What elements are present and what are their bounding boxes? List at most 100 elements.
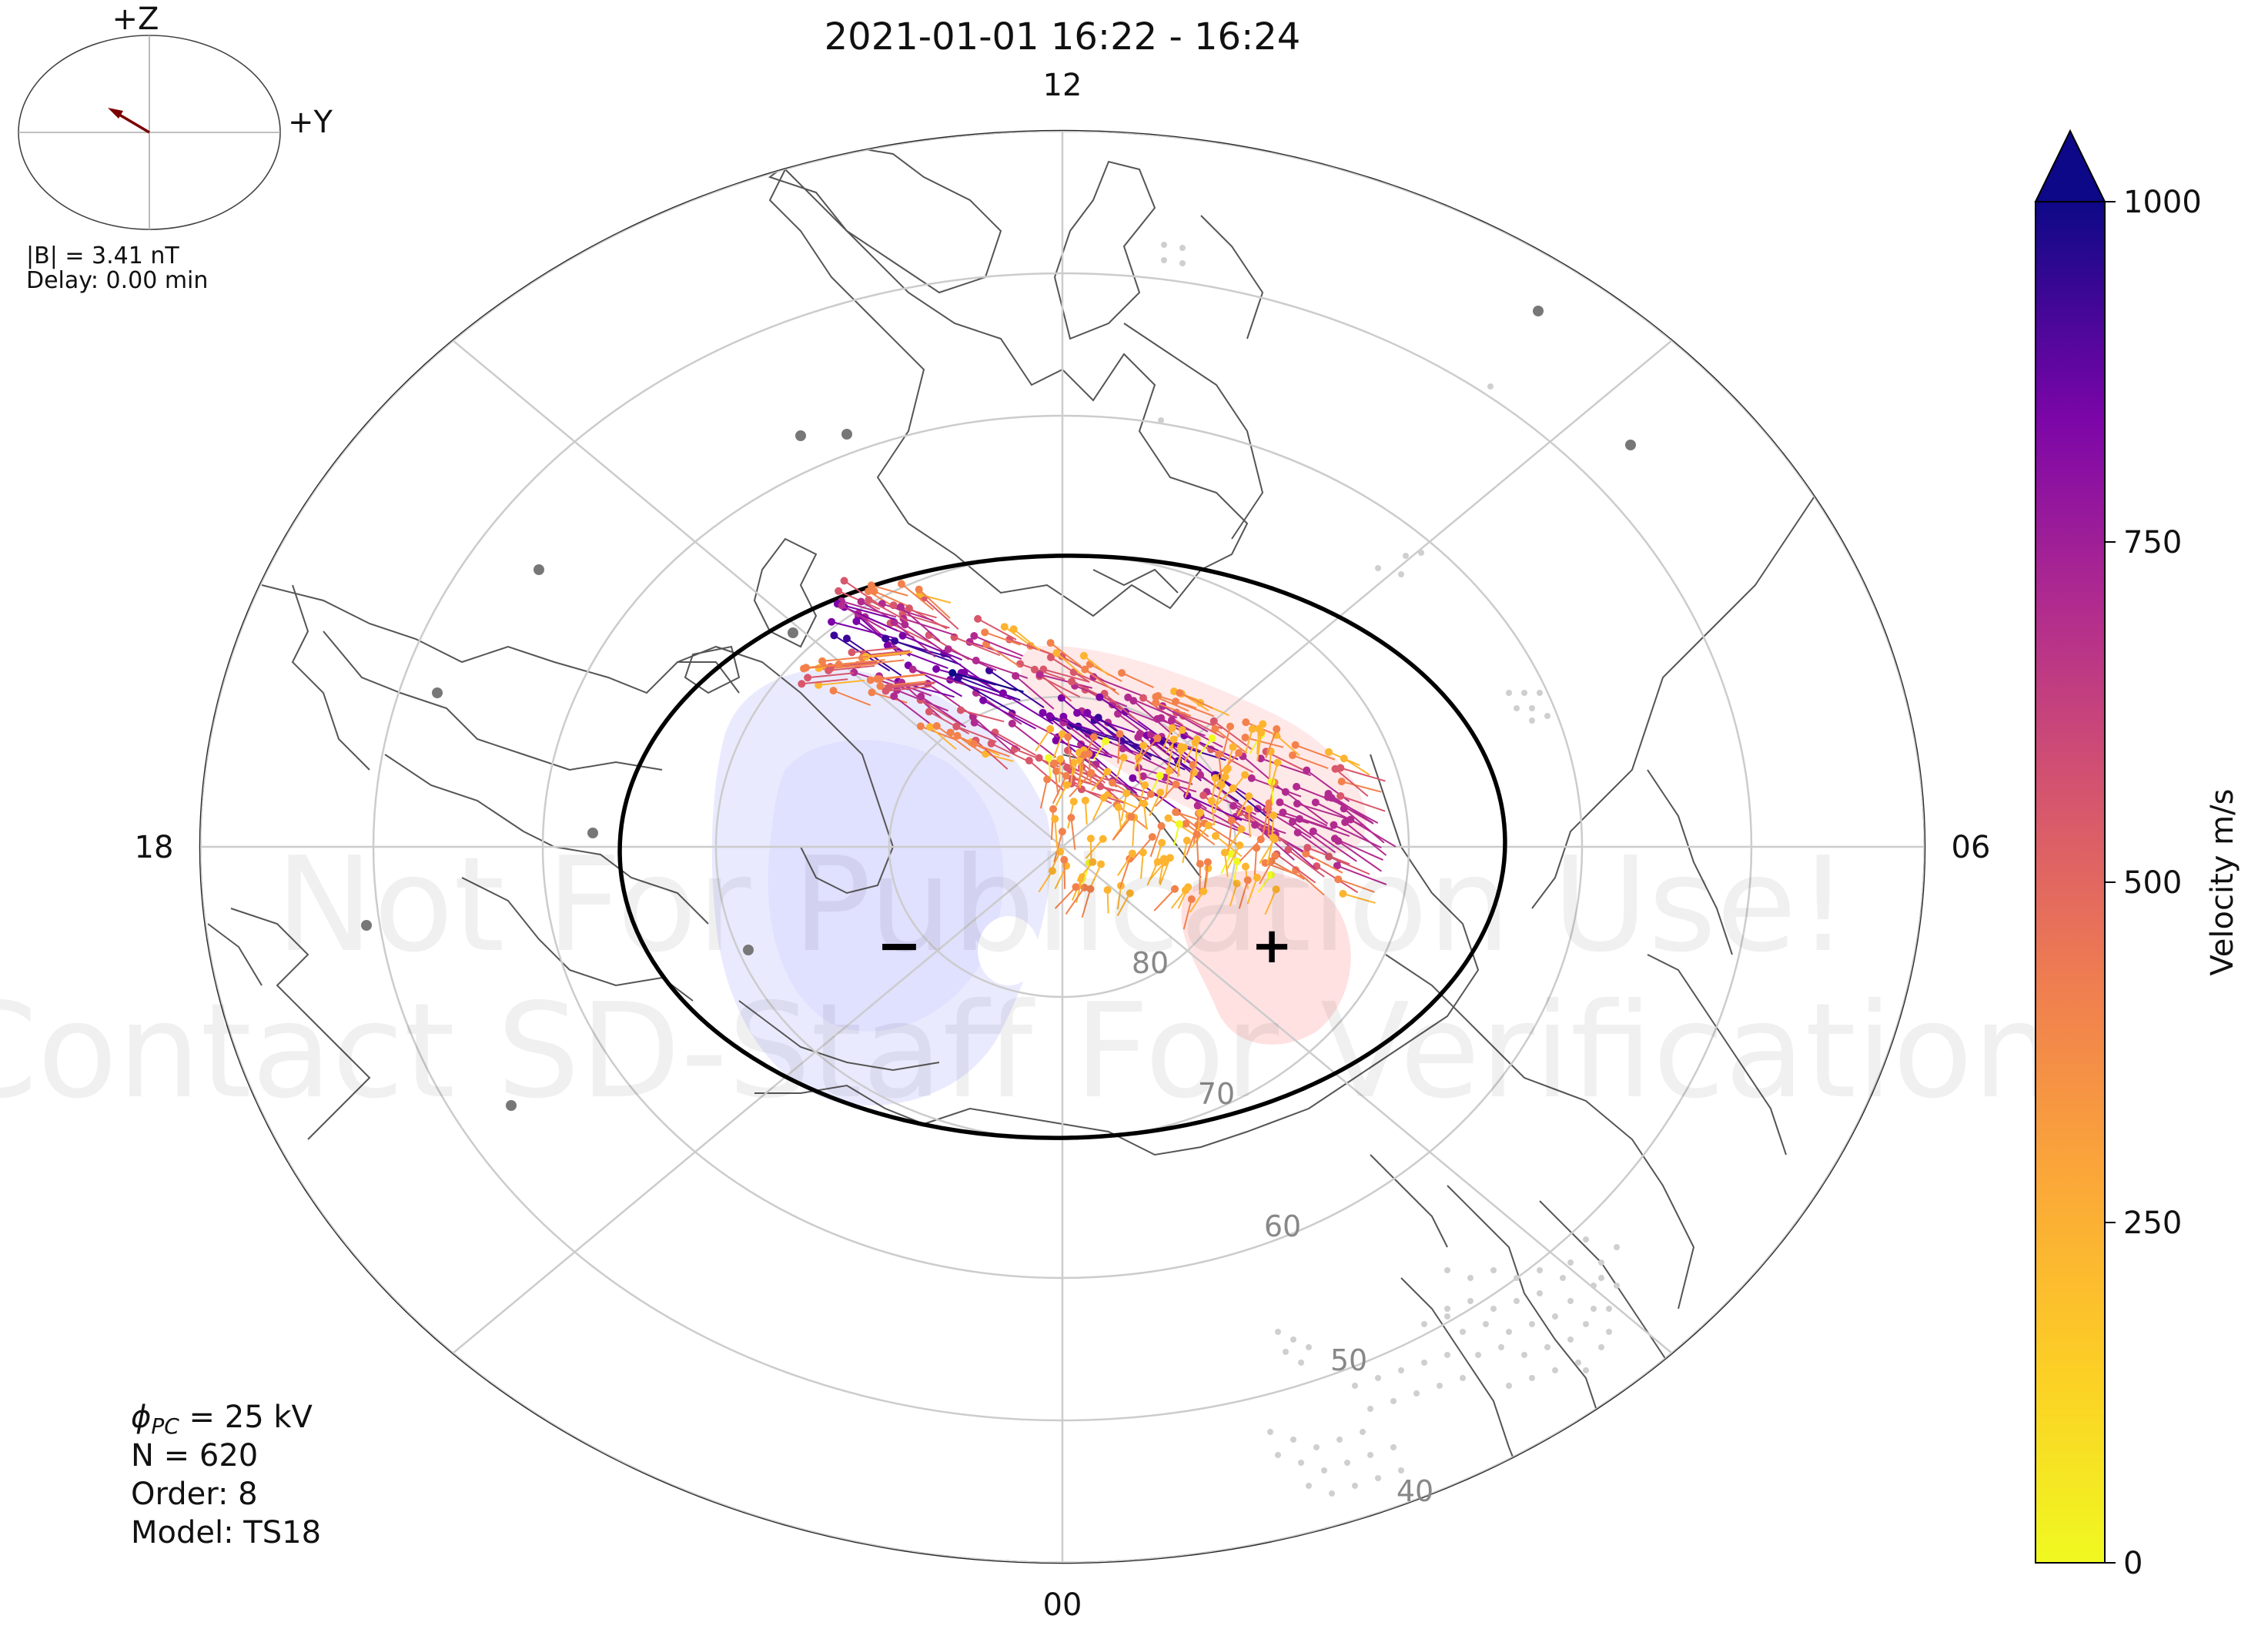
velocity-vector	[1171, 719, 1223, 748]
velocity-vector	[1083, 655, 1109, 677]
velocity-vector	[861, 652, 909, 659]
velocity-vector	[1155, 784, 1177, 807]
velocity-vector-origin	[830, 631, 838, 640]
velocity-vector-origin	[1052, 736, 1060, 744]
velocity-vector-origin	[1062, 763, 1071, 771]
colorbar-tick-label: 1000	[2123, 185, 2202, 220]
velocity-vector-origin	[1116, 730, 1124, 738]
velocity-vector-origin	[1293, 799, 1301, 808]
velocity-vector-origin	[950, 633, 958, 641]
velocity-vector	[1216, 788, 1234, 806]
velocity-vector	[948, 648, 997, 671]
velocity-vector	[988, 670, 1045, 708]
velocity-vector	[1341, 781, 1382, 793]
velocity-vector-origin	[867, 581, 875, 590]
velocity-vector-origin	[979, 696, 988, 704]
velocity-vector-origin	[1139, 694, 1148, 702]
velocity-vector-origin	[1043, 775, 1052, 784]
velocity-vector	[1119, 858, 1131, 888]
imf-z-label: +Z	[112, 2, 159, 37]
velocity-vector	[1158, 695, 1197, 709]
phi-symbol: ϕ	[131, 1400, 151, 1435]
vector-count: N = 620	[131, 1438, 258, 1473]
velocity-vector-origin	[1208, 734, 1216, 743]
velocity-vector-origin	[1183, 836, 1191, 845]
velocity-vector	[1259, 855, 1276, 885]
velocity-vector	[1084, 668, 1120, 695]
velocity-vector-origin	[1059, 712, 1068, 721]
velocity-vector	[1090, 864, 1102, 886]
velocity-vector	[920, 695, 967, 728]
velocity-vector-origin	[1114, 803, 1122, 811]
velocity-vector-origin	[925, 707, 933, 716]
velocity-vector	[1052, 734, 1063, 759]
velocity-vector-origin	[974, 614, 982, 623]
velocity-vector	[887, 644, 948, 670]
velocity-vector	[893, 621, 936, 658]
lat-label-40: 40	[1397, 1474, 1433, 1508]
velocity-vector	[1142, 803, 1148, 830]
velocity-vector	[1067, 737, 1072, 768]
velocity-colorbar: 0 250 500 750 1000 Velocity m/s	[2034, 129, 2240, 1581]
velocity-vector	[898, 681, 955, 698]
polar-map: − + 80 70 60 50 40 12 00 18 06	[135, 68, 1991, 1623]
velocity-vector	[1197, 804, 1243, 831]
velocity-vector-origin	[868, 688, 876, 697]
sparse-data-dots	[1158, 242, 1620, 1497]
velocity-vector	[1245, 728, 1253, 753]
velocity-vector-origin	[1256, 835, 1265, 844]
velocity-vector-origin	[1167, 716, 1176, 724]
velocity-vector	[1333, 824, 1382, 849]
velocity-vector	[936, 725, 972, 751]
velocity-vector-origin	[1269, 833, 1277, 841]
velocity-vector-origin	[1086, 885, 1095, 893]
velocity-vector	[803, 663, 851, 670]
velocity-vector	[1103, 693, 1139, 722]
velocity-vector-origin	[1257, 728, 1266, 737]
velocity-vector-origin	[1140, 781, 1149, 789]
velocity-vector-origin	[897, 580, 905, 588]
velocity-vector	[1186, 764, 1194, 795]
velocity-vector-origin	[1339, 889, 1347, 898]
velocity-vector-origin	[1103, 768, 1112, 776]
velocity-vector-origin	[969, 740, 978, 748]
velocity-vector	[1050, 808, 1055, 841]
velocity-vector-origin	[1243, 876, 1252, 885]
velocity-vector-origin	[1134, 733, 1142, 741]
velocity-vector-origin	[1067, 814, 1075, 822]
velocity-vector	[1186, 794, 1243, 821]
velocity-vector-origin	[1273, 725, 1281, 734]
velocity-vector-origin	[818, 657, 827, 665]
velocity-vector	[1270, 860, 1305, 880]
velocity-vector-origin	[1168, 724, 1176, 732]
velocity-vector-origin	[1052, 649, 1061, 657]
velocity-vector-origin	[1330, 821, 1338, 829]
velocity-vector	[1247, 814, 1289, 845]
velocity-vector-origin	[1303, 766, 1311, 774]
velocity-vector-origin	[1242, 718, 1250, 727]
velocity-vector	[1179, 692, 1213, 709]
velocity-vector-origin	[1081, 665, 1089, 674]
velocity-vector-origin	[1272, 885, 1280, 894]
velocity-vector-origin	[1241, 771, 1249, 779]
velocity-vector-origin	[1303, 844, 1312, 852]
velocity-vector	[985, 643, 1021, 668]
velocity-vector-origin	[1289, 818, 1297, 826]
imf-b-magnitude: |B| = 3.41 nT	[26, 243, 179, 269]
velocity-vector-origin	[1273, 758, 1282, 767]
velocity-vector	[982, 699, 1036, 730]
velocity-vector-origin	[1051, 814, 1059, 823]
velocity-vector	[1117, 734, 1121, 764]
velocity-vector	[958, 676, 1021, 701]
velocity-vector-origin	[1096, 693, 1104, 701]
velocity-vector	[841, 604, 887, 631]
velocity-vector-origin	[838, 601, 846, 610]
velocity-vector-origin	[1139, 799, 1148, 808]
velocity-vector-origin	[1292, 866, 1300, 875]
cross-polar-cap-potential: ϕPC = 25 kV	[131, 1400, 313, 1439]
velocity-vector-origin	[981, 628, 989, 637]
velocity-vector	[1222, 726, 1231, 757]
velocity-vector-origin	[1060, 855, 1069, 864]
velocity-vector	[1305, 852, 1343, 874]
